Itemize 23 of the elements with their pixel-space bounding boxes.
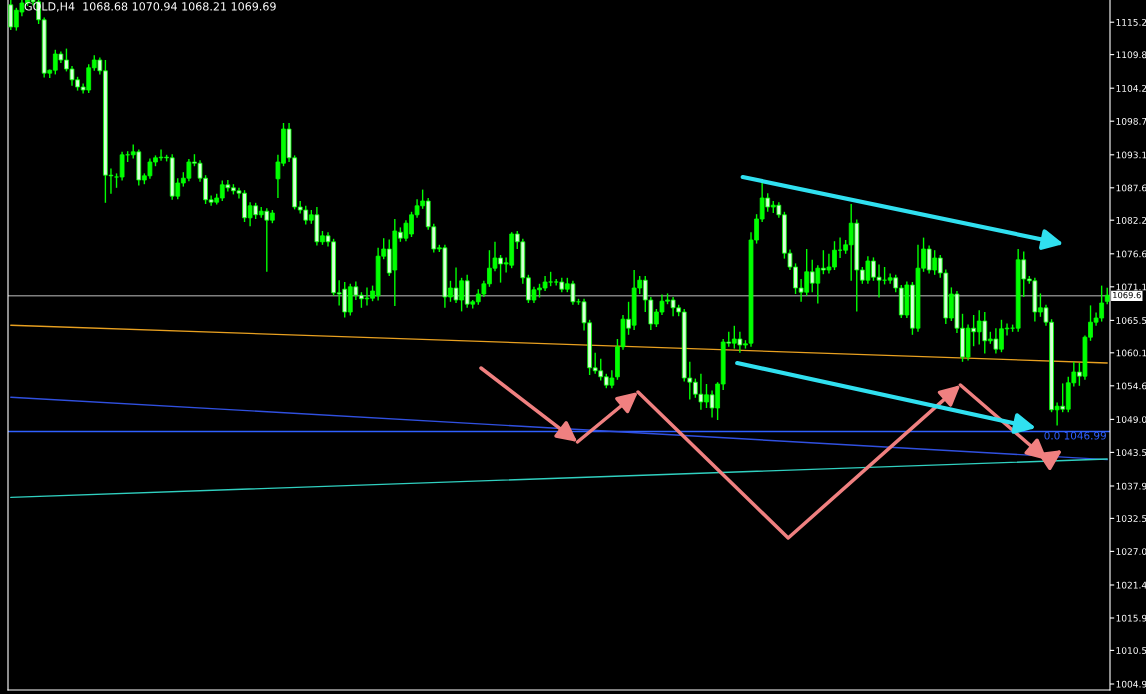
- y-tick-label: 1027.0: [1116, 548, 1146, 555]
- y-tick-label: 1037.9: [1116, 482, 1146, 490]
- y-tick-label: 1087.6: [1116, 184, 1146, 192]
- y-tick-label: 1093.1: [1116, 151, 1146, 159]
- y-tick-label: 1054.6: [1116, 382, 1146, 390]
- y-tick-label: 1065.5: [1116, 317, 1146, 324]
- y-tick-label: 1032.5: [1116, 515, 1146, 522]
- ref-line-label: 1069.6: [1113, 291, 1141, 299]
- y-tick-label: 1010.5: [1116, 647, 1146, 654]
- y-tick-label: 1060.1: [1116, 349, 1146, 357]
- y-tick-label: 1104.2: [1116, 84, 1146, 92]
- y-tick-label: 1082.2: [1116, 216, 1146, 224]
- y-tick-label: 1098.7: [1116, 117, 1146, 125]
- y-tick-label: 1043.5: [1116, 449, 1146, 456]
- y-tick-label: 1015.9: [1116, 614, 1146, 622]
- y-tick-label: 1109.8: [1116, 51, 1146, 59]
- y-tick-label: 1076.6: [1116, 250, 1146, 258]
- ref-line-label: 0.0 1046.99: [1044, 431, 1106, 440]
- y-tick-label: 1004.9: [1116, 680, 1146, 688]
- y-tick-label: 1071.1: [1116, 283, 1146, 291]
- y-tick-label: 1021.4: [1116, 581, 1146, 589]
- y-tick-label: 1115.2: [1116, 18, 1146, 26]
- y-tick-label: 1049.0: [1116, 416, 1146, 423]
